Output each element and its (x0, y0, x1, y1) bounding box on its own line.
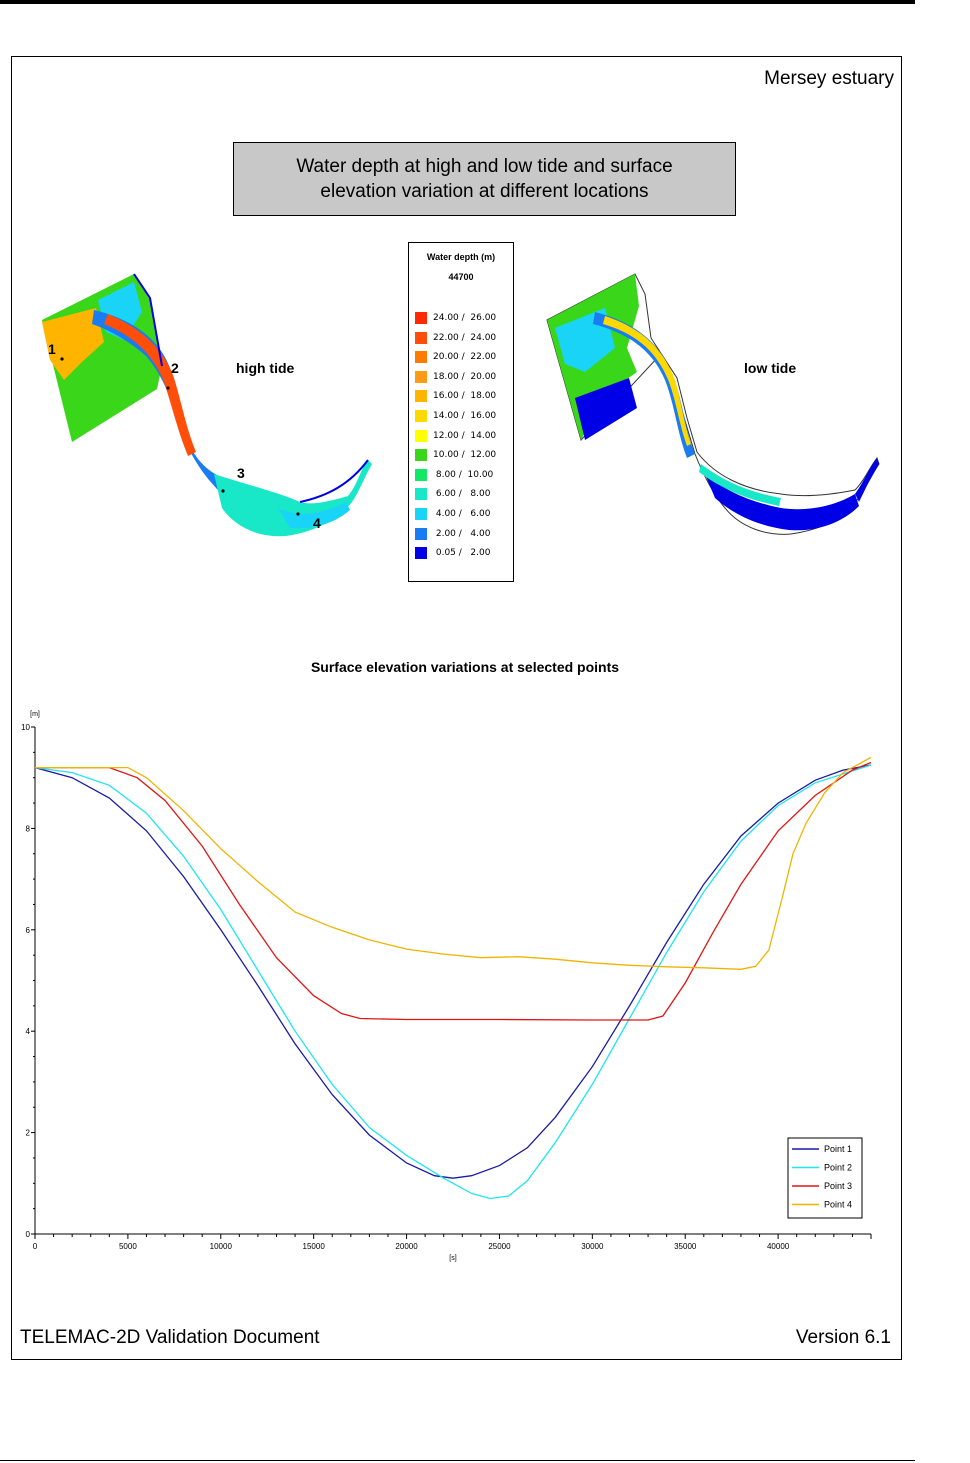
observation-point-1-dot (60, 357, 64, 361)
legend-range-label: 12.00 / 14.00 (433, 430, 497, 441)
legend-label-point-3: Point 3 (824, 1181, 852, 1191)
high-tide-sandbank (42, 308, 104, 380)
y-tick-label: 6 (26, 926, 31, 935)
x-tick-label: 25000 (488, 1242, 511, 1251)
point-label-3: 3 (237, 465, 245, 481)
legend-swatch (415, 390, 427, 403)
low-tide-caption: low tide (744, 360, 797, 376)
y-tick-label: 10 (21, 723, 30, 732)
legend-range-label: 6.00 / 8.00 (433, 489, 491, 500)
legend-swatch (415, 331, 427, 344)
legend-swatch (415, 488, 427, 501)
x-tick-label: 10000 (210, 1242, 233, 1251)
x-tick-label: 30000 (581, 1242, 604, 1251)
high-tide-estuary-shallows (278, 502, 350, 529)
x-tick-label: 20000 (395, 1242, 418, 1251)
legend-range-label: 8.00 / 10.00 (433, 469, 494, 480)
water-depth-legend: Water depth (m) 44700 24.00 / 26.00 22.00… (408, 242, 514, 582)
x-tick-label: 35000 (674, 1242, 697, 1251)
legend-range-label: 20.00 / 22.00 (433, 352, 497, 363)
legend-range-label: 18.00 / 20.00 (433, 371, 497, 382)
legend-swatch (415, 527, 427, 540)
document-version: Version 6.1 (795, 1327, 891, 1348)
surface-elevation-chart: 0 2 4 6 8 10 0 5000 10000 15000 20000 25000 30000 350… (21, 711, 872, 1262)
legend-label-point-4: Point 4 (824, 1200, 852, 1210)
legend-label-point-1: Point 1 (824, 1144, 852, 1154)
legend-title: Water depth (m) (426, 252, 496, 262)
legend-range-label: 24.00 / 26.00 (433, 313, 497, 323)
top-rule (0, 0, 915, 4)
legend-swatch (415, 429, 427, 442)
y-tick-label: 4 (26, 1027, 31, 1036)
legend-swatch (415, 312, 427, 324)
high-tide-coast (133, 273, 369, 503)
series-line-point-1 (34, 764, 872, 1179)
x-axis-label: [s] (449, 1255, 456, 1262)
legend-range-label: 22.00 / 24.00 (433, 332, 497, 343)
observation-point-2-dot (166, 386, 170, 390)
x-tick-label: 0 (33, 1242, 38, 1251)
low-tide-estuary-flats (705, 474, 859, 531)
legend-swatch (415, 351, 427, 364)
bottom-rule (0, 1460, 915, 1461)
legend-range-label: 16.00 / 18.00 (433, 391, 497, 402)
legend-swatch (415, 508, 427, 520)
observation-point-4-dot (296, 512, 300, 516)
x-tick-label: 15000 (303, 1242, 326, 1251)
y-tick-label: 8 (26, 824, 31, 833)
banner-line-1: Water depth at high and low tide and sur… (296, 156, 673, 177)
legend-range-label: 4.00 / 6.00 (433, 509, 491, 519)
y-axis-label: [m] (30, 711, 40, 718)
series-line-point-4 (35, 756, 872, 970)
high-tide-deep-channel (104, 314, 196, 456)
legend-time: 44700 (448, 272, 474, 282)
series-line-point-2 (34, 764, 872, 1200)
low-tide-estuary-channel (699, 464, 781, 506)
figure-frame (11, 56, 902, 1360)
low-tide-shallow-sea (575, 378, 637, 440)
low-tide-upper-river (855, 458, 879, 502)
x-tick-label: 40000 (767, 1242, 790, 1251)
legend-swatch (415, 449, 427, 462)
legend-range-label: 10.00 / 12.00 (433, 450, 497, 461)
x-tick-label: 5000 (119, 1242, 137, 1251)
high-tide-caption: high tide (236, 360, 295, 376)
legend-swatch (415, 547, 427, 560)
legend-range-label: 2.00 / 4.00 (433, 528, 491, 539)
banner-line-2: elevation variation at different locatio… (320, 181, 649, 202)
legend-swatch (415, 370, 427, 383)
legend-swatch (415, 410, 427, 422)
case-title: Mersey estuary (764, 68, 894, 89)
y-tick-label: 0 (26, 1230, 31, 1239)
legend-label-point-2: Point 2 (824, 1163, 852, 1173)
legend-range-label: 14.00 / 16.00 (433, 411, 497, 421)
series-line-point-3 (35, 761, 872, 1021)
document-title: TELEMAC-2D Validation Document (20, 1327, 320, 1348)
low-tide-map (546, 273, 880, 535)
chart-title: Surface elevation variations at selected… (310, 659, 620, 675)
point-label-1: 1 (48, 341, 56, 357)
legend-range-label: 0.05 / 2.00 (433, 548, 491, 559)
legend-swatch (415, 468, 427, 481)
high-tide-map (42, 273, 372, 537)
observation-point-3-dot (221, 489, 225, 493)
low-tide-deep-channel (603, 316, 691, 446)
point-label-2: 2 (171, 360, 179, 376)
point-label-4: 4 (313, 515, 321, 531)
figure-banner: Water depth at high and low tide and sur… (233, 142, 736, 216)
y-tick-label: 2 (26, 1129, 31, 1138)
